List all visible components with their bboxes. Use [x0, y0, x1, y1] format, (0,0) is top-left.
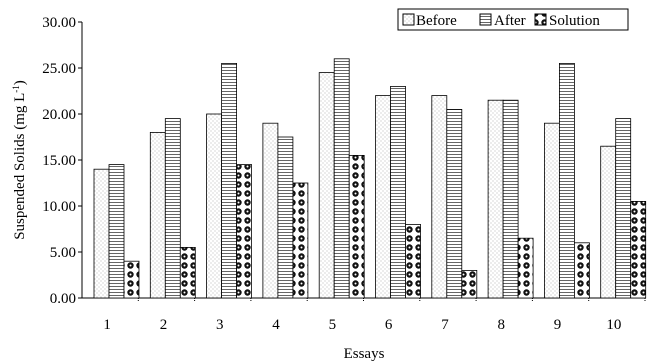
y-tick-label: 20.00 [42, 107, 76, 123]
y-axis-title-superscript: -1 [11, 85, 21, 93]
bar-after-essay-8 [502, 99, 519, 299]
x-tick-label: 3 [216, 317, 224, 333]
legend: Before After Solution [397, 8, 629, 31]
bar-solution-essay-10 [630, 200, 647, 299]
legend-label-before: Before [416, 13, 457, 29]
bar-before-essay-9 [544, 122, 560, 299]
bar-solution-essay-9 [574, 242, 590, 299]
bar-before-essay-7 [431, 95, 448, 299]
legend-label-after: After [494, 13, 526, 29]
bar-after-essay-1 [108, 164, 125, 299]
y-axis-title: Suspended Solids (mg L-1) [11, 80, 28, 240]
bar-solution-essay-1 [123, 260, 140, 299]
bar-solution-essay-3 [236, 164, 253, 299]
bar-solution-essay-2 [179, 246, 196, 299]
legend-box [397, 8, 629, 31]
bar-before-essay-5 [318, 72, 335, 299]
y-tick-label: 10.00 [42, 199, 76, 215]
legend-label-solution: Solution [549, 13, 600, 29]
x-tick-label: 5 [329, 317, 337, 333]
bar-before-essay-6 [375, 95, 391, 299]
bar-solution-essay-8 [517, 237, 534, 299]
bar-after-essay-2 [164, 118, 181, 299]
bar-after-essay-7 [446, 109, 463, 299]
legend-swatch-before [402, 13, 415, 26]
bar-before-essay-10 [600, 145, 617, 299]
x-tick-label: 7 [441, 317, 449, 333]
bar-before-essay-3 [206, 113, 223, 299]
x-tick-label: 4 [272, 317, 280, 333]
bar-solution-essay-7 [461, 269, 478, 299]
x-tick-label: 9 [554, 317, 562, 333]
x-tick-label: 8 [498, 317, 506, 333]
bar-after-essay-9 [559, 63, 575, 299]
bar-after-essay-4 [277, 136, 294, 299]
x-tick-label: 1 [103, 317, 111, 333]
y-ticks: 0.00 5.00 10.00 15.00 20.00 25.00 30.00 [42, 15, 82, 307]
bar-solution-essay-4 [292, 182, 309, 299]
bar-after-essay-3 [221, 63, 238, 299]
y-tick-label: 15.00 [42, 153, 76, 169]
x-tick-label: 6 [385, 317, 393, 333]
bar-after-essay-6 [390, 86, 406, 299]
bar-solution-essay-6 [405, 223, 421, 299]
legend-swatch-after [479, 13, 492, 26]
y-tick-label: 5.00 [50, 245, 76, 261]
bar-before-essay-8 [487, 99, 504, 299]
bars [93, 58, 647, 299]
x-axis-title: Essays [344, 346, 385, 362]
bar-after-essay-10 [615, 118, 632, 299]
bar-before-essay-1 [93, 168, 110, 299]
bar-before-essay-2 [149, 131, 166, 299]
y-tick-label: 25.00 [42, 61, 76, 77]
x-ticks: 1 2 3 4 5 6 7 8 9 10 [103, 298, 646, 333]
bar-after-essay-5 [333, 58, 350, 299]
y-tick-label: 30.00 [42, 15, 76, 31]
bar-before-essay-4 [262, 122, 279, 299]
y-axis-title-main: Suspended Solids (mg L [12, 93, 28, 240]
x-tick-label: 10 [606, 317, 621, 333]
x-tick-label: 2 [160, 317, 168, 333]
y-axis-title-close: ) [12, 80, 28, 85]
legend-swatch-solution [534, 13, 547, 26]
plot-area: 0.00 5.00 10.00 15.00 20.00 25.00 30.00 1 2 3 4 5 6… [42, 15, 647, 333]
y-tick-label: 0.00 [50, 291, 76, 307]
bar-solution-essay-5 [348, 154, 365, 299]
